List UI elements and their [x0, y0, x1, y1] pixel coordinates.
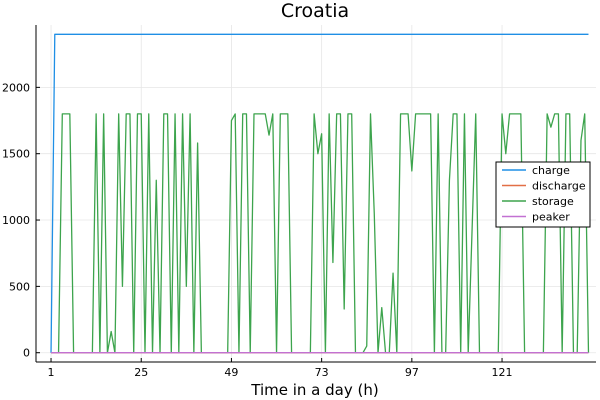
x-tick-label: 1 — [48, 366, 55, 379]
x-tick-label: 49 — [224, 366, 238, 379]
legend: charge discharge storage peaker — [495, 161, 591, 228]
y-tick-label: 0 — [23, 347, 30, 360]
series-lines — [50, 33, 590, 354]
legend-label-charge: charge — [532, 164, 570, 177]
legend-label-peaker: peaker — [532, 211, 570, 224]
y-tick-label: 2000 — [2, 81, 30, 94]
chart-title: Croatia — [281, 0, 349, 22]
legend-label-discharge: discharge — [532, 180, 586, 193]
x-tick-label: 73 — [315, 366, 329, 379]
series-line-storage — [51, 113, 590, 354]
y-tick-label: 500 — [9, 280, 30, 293]
axes — [35, 25, 596, 363]
y-tick-label: 1000 — [2, 214, 30, 227]
tick-labels: 1 25 49 73 97 121 0 500 1000 1500 2000 — [2, 81, 513, 379]
series-line-charge — [50, 33, 589, 353]
x-tick-label: 97 — [405, 366, 419, 379]
x-tick-label: 121 — [492, 366, 513, 379]
x-tick-label: 25 — [134, 366, 148, 379]
y-tick-label: 1500 — [2, 148, 30, 161]
legend-label-storage: storage — [532, 195, 574, 208]
x-axis-label: Time in a day (h) — [250, 381, 378, 399]
